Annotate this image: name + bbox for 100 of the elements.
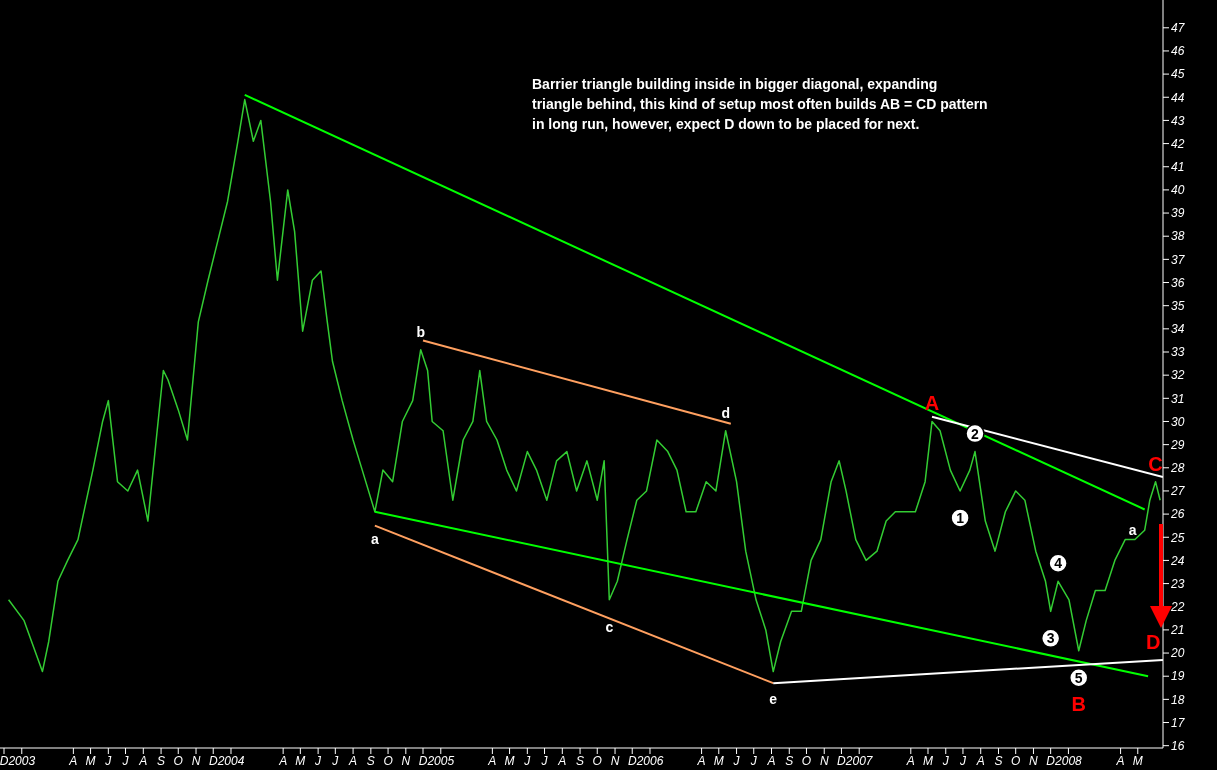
annotation: D <box>1146 630 1161 654</box>
x-tick-label: O <box>592 753 602 768</box>
x-tick-label: D <box>837 753 847 768</box>
x-tick-label: D <box>208 753 218 768</box>
annotation: c <box>605 618 614 635</box>
annotation: e <box>769 690 778 707</box>
x-tick-label: 2003 <box>7 753 36 768</box>
y-tick-label: 24 <box>1170 553 1185 568</box>
y-tick-label: 18 <box>1171 692 1185 707</box>
x-tick-label: N <box>819 753 829 768</box>
x-tick-label: J <box>732 753 741 768</box>
x-tick-label: M <box>85 753 96 768</box>
y-tick-label: 33 <box>1171 345 1185 360</box>
x-tick-label: A <box>278 753 288 768</box>
annotation: 3 <box>1046 630 1055 647</box>
x-tick-label: J <box>121 753 130 768</box>
x-tick-label: A <box>557 753 567 768</box>
x-tick-label: M <box>295 753 306 768</box>
y-tick-label: 35 <box>1171 298 1185 313</box>
y-tick-label: 44 <box>1171 90 1185 105</box>
x-tick-label: D <box>418 753 428 768</box>
y-tick-label: 31 <box>1171 391 1185 406</box>
x-tick-label: A <box>348 753 358 768</box>
y-tick-label: 37 <box>1171 252 1186 267</box>
y-tick-label: 47 <box>1171 21 1186 36</box>
annotation: B <box>1071 692 1086 715</box>
x-tick-label: 2008 <box>1054 753 1083 768</box>
annotation: a <box>370 530 379 547</box>
x-tick-label: S <box>366 753 375 768</box>
x-tick-label: J <box>749 753 758 768</box>
x-tick-label: D <box>1046 753 1056 768</box>
x-tick-label: J <box>941 753 950 768</box>
y-tick-label: 26 <box>1170 507 1185 522</box>
x-tick-label: 2006 <box>635 753 664 768</box>
annotation: 1 <box>956 509 965 526</box>
y-tick-label: 39 <box>1171 206 1185 221</box>
x-tick-label: J <box>958 753 967 768</box>
x-tick-label: S <box>157 753 166 768</box>
y-tick-label: 42 <box>1171 136 1185 151</box>
y-tick-label: 34 <box>1171 322 1185 337</box>
x-tick-label: M <box>922 753 933 768</box>
x-tick-label: N <box>610 753 620 768</box>
y-tick-label: 43 <box>1171 113 1185 128</box>
y-tick-label: 46 <box>1171 44 1185 59</box>
x-tick-label: M <box>1132 753 1143 768</box>
x-tick-label: D <box>627 753 637 768</box>
x-tick-label: O <box>383 753 393 768</box>
y-tick-label: 19 <box>1171 669 1185 684</box>
y-tick-label: 22 <box>1170 600 1185 614</box>
y-tick-label: 16 <box>1171 738 1185 753</box>
annotation: C <box>1148 452 1163 475</box>
x-tick-label: 2007 <box>844 753 874 768</box>
x-tick-label: A <box>138 753 148 768</box>
y-tick-label: 23 <box>1170 576 1185 591</box>
x-tick-label: A <box>905 753 915 768</box>
x-tick-label: M <box>713 753 724 768</box>
y-tick-label: 28 <box>1170 461 1185 476</box>
annotation: 2 <box>971 425 980 442</box>
x-tick-label: A <box>68 753 78 768</box>
y-tick-label: 30 <box>1171 414 1185 429</box>
x-tick-label: J <box>331 753 340 768</box>
y-tick-label: 21 <box>1170 623 1185 638</box>
x-tick-label: J <box>523 753 532 768</box>
annotation: b <box>416 323 425 340</box>
y-tick-label: 20 <box>1170 646 1185 661</box>
x-tick-label: A <box>975 753 985 768</box>
x-tick-label: N <box>191 753 201 768</box>
x-tick-label: J <box>314 753 323 768</box>
x-tick-label: S <box>994 753 1003 768</box>
y-tick-label: 41 <box>1171 160 1185 174</box>
y-tick-label: 36 <box>1171 275 1185 290</box>
annotation: Barrier triangle building inside in bigger diagonal, expanding triangle behind, this kind of setup most often builds AB = CD pattern in long run, however, expect D down to be placed for next. <box>532 75 988 134</box>
x-tick-label: O <box>173 753 183 768</box>
x-tick-label: A <box>487 753 497 768</box>
x-tick-label: D <box>0 753 9 768</box>
annotation: 5 <box>1074 669 1083 686</box>
x-tick-label: 2004 <box>216 753 245 768</box>
annotation: a <box>1128 522 1137 539</box>
annotation: 4 <box>1054 555 1063 572</box>
x-tick-label: O <box>801 753 812 768</box>
x-tick-label: S <box>576 753 585 768</box>
y-tick-label: 40 <box>1171 183 1185 198</box>
x-tick-label: M <box>504 753 515 768</box>
y-tick-label: 29 <box>1170 437 1185 452</box>
x-tick-label: N <box>1029 753 1039 768</box>
y-tick-label: 25 <box>1170 530 1185 545</box>
y-tick-label: 38 <box>1171 229 1185 244</box>
annotation: d <box>721 404 730 421</box>
x-tick-label: A <box>1115 753 1125 768</box>
x-tick-label: O <box>1011 753 1021 768</box>
x-tick-label: S <box>785 753 794 768</box>
y-tick-label: 17 <box>1171 715 1186 730</box>
x-tick-label: A <box>696 753 706 768</box>
x-tick-label: A <box>766 753 776 768</box>
x-tick-label: 2005 <box>426 753 455 768</box>
y-tick-label: 45 <box>1171 67 1185 82</box>
y-tick-label: 32 <box>1171 368 1185 383</box>
x-tick-label: J <box>104 753 113 768</box>
x-tick-label: J <box>540 753 549 768</box>
x-tick-label: N <box>401 753 411 768</box>
